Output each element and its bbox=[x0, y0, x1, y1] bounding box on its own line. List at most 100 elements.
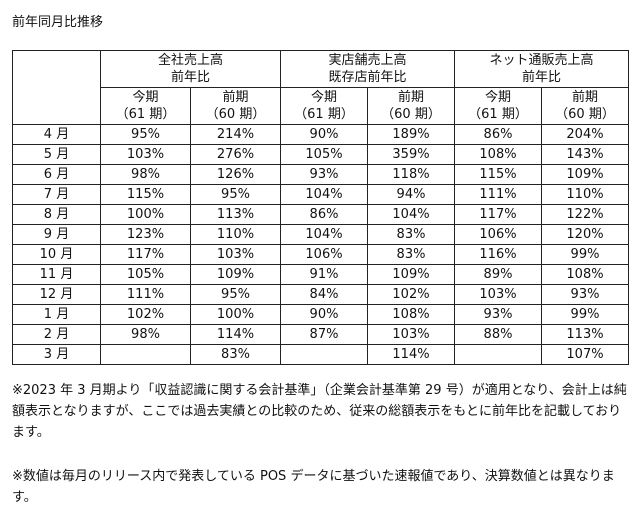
group-header-row: 全社売上高 前年比 実店舗売上高 既存店前年比 ネット通販売上高 前年比 bbox=[12, 50, 629, 125]
value-cell: 114% bbox=[190, 324, 281, 345]
group-header-stores: 実店舗売上高 既存店前年比 bbox=[280, 50, 455, 88]
value-cell: 118% bbox=[367, 164, 455, 185]
value-cell: 110% bbox=[541, 184, 629, 205]
month-cell: 6 月 bbox=[12, 164, 101, 185]
month-cell: 8 月 bbox=[12, 204, 101, 225]
value-cell: 83% bbox=[367, 224, 455, 245]
value-cell: 126% bbox=[190, 164, 281, 185]
value-cell: 87% bbox=[280, 324, 368, 345]
value-cell: 122% bbox=[541, 204, 629, 225]
sub-header-period: 前期 bbox=[571, 90, 598, 105]
value-cell: 95% bbox=[190, 184, 281, 205]
value-cell: 189% bbox=[367, 124, 455, 145]
sub-header-term: （60 期） bbox=[381, 107, 441, 122]
group-header-company: 全社売上高 前年比 bbox=[100, 50, 281, 88]
value-cell: 93% bbox=[541, 284, 629, 305]
value-cell: 115% bbox=[454, 164, 542, 185]
value-cell: 105% bbox=[280, 144, 368, 165]
value-cell: 113% bbox=[190, 204, 281, 225]
table-row: 12 月 111% 95% 84% 102% 103% 93% bbox=[12, 284, 629, 305]
value-cell: 110% bbox=[190, 224, 281, 245]
value-cell: 359% bbox=[367, 144, 455, 165]
value-cell: 104% bbox=[367, 204, 455, 225]
value-cell: 108% bbox=[367, 304, 455, 325]
table-row: 2 月 98% 114% 87% 103% 88% 113% bbox=[12, 324, 629, 345]
value-cell: 91% bbox=[280, 264, 368, 285]
sub-header-row: 今期 （61 期） 前期 （60 期） 今期 （61 期） 前期 （60 期） 今期 （61 期）… bbox=[13, 87, 629, 125]
month-cell: 9 月 bbox=[12, 224, 101, 245]
sub-header-cell: 前期 （60 期） bbox=[190, 87, 281, 125]
value-cell: 114% bbox=[367, 344, 455, 365]
value-cell: 107% bbox=[541, 344, 629, 365]
sub-header-period: 今期 bbox=[132, 90, 159, 105]
value-cell: 83% bbox=[190, 344, 281, 365]
value-cell: 143% bbox=[541, 144, 629, 165]
sub-header-term: （61 期） bbox=[468, 107, 528, 122]
table-row: 1 月 102% 100% 90% 108% 93% 99% bbox=[12, 304, 629, 325]
value-cell: 117% bbox=[100, 244, 191, 265]
group-header-line2: 前年比 bbox=[521, 70, 561, 85]
value-cell: 120% bbox=[541, 224, 629, 245]
value-cell: 90% bbox=[280, 124, 368, 145]
sub-header-cell: 今期 （61 期） bbox=[100, 87, 191, 125]
sub-header-term: （61 期） bbox=[115, 107, 176, 122]
month-cell: 7 月 bbox=[12, 184, 101, 205]
value-cell: 276% bbox=[190, 144, 281, 165]
month-cell: 1 月 bbox=[12, 304, 101, 325]
value-cell: 93% bbox=[454, 304, 542, 325]
value-cell: 108% bbox=[541, 264, 629, 285]
value-cell: 104% bbox=[280, 184, 368, 205]
group-header-line1: 実店舗売上高 bbox=[328, 53, 407, 68]
value-cell: 109% bbox=[190, 264, 281, 285]
sub-header-period: 今期 bbox=[310, 90, 337, 105]
value-cell: 102% bbox=[367, 284, 455, 305]
value-cell: 90% bbox=[280, 304, 368, 325]
value-cell: 86% bbox=[280, 204, 368, 225]
table-row: 7 月 115% 95% 104% 94% 111% 110% bbox=[12, 184, 629, 205]
value-cell: 83% bbox=[367, 244, 455, 265]
table-row: 4 月 95% 214% 90% 189% 86% 204% bbox=[12, 124, 629, 145]
value-cell: 106% bbox=[280, 244, 368, 265]
value-cell: 108% bbox=[454, 144, 542, 165]
value-cell: 93% bbox=[280, 164, 368, 185]
value-cell: 98% bbox=[100, 324, 191, 345]
table-row: 6 月 98% 126% 93% 118% 115% 109% bbox=[12, 164, 629, 185]
value-cell: 106% bbox=[454, 224, 542, 245]
table-row: 9 月 123% 110% 104% 83% 106% 120% bbox=[12, 224, 629, 245]
month-cell: 12 月 bbox=[12, 284, 101, 305]
value-cell: 88% bbox=[454, 324, 542, 345]
value-cell: 111% bbox=[454, 184, 542, 205]
sub-header-cell: 前期 （60 期） bbox=[367, 87, 455, 125]
table-row: 3 月 83% 114% 107% bbox=[12, 344, 629, 365]
month-cell: 4 月 bbox=[12, 124, 101, 145]
group-header-line2: 前年比 bbox=[170, 70, 210, 85]
month-cell: 5 月 bbox=[12, 144, 101, 165]
value-cell: 105% bbox=[100, 264, 191, 285]
group-header-line2: 既存店前年比 bbox=[328, 70, 407, 85]
value-cell: 115% bbox=[100, 184, 191, 205]
value-cell: 95% bbox=[100, 124, 191, 145]
group-header-line1: ネット通販売上高 bbox=[489, 53, 594, 68]
sub-header-term: （60 期） bbox=[205, 107, 266, 122]
table-body: 4 月 95% 214% 90% 189% 86% 204% 5 月 103% 276% 105% 3… bbox=[12, 124, 629, 365]
value-cell bbox=[280, 344, 368, 365]
month-cell: 11 月 bbox=[12, 264, 101, 285]
month-cell: 10 月 bbox=[12, 244, 101, 265]
value-cell: 84% bbox=[280, 284, 368, 305]
value-cell: 86% bbox=[454, 124, 542, 145]
value-cell: 103% bbox=[100, 144, 191, 165]
sub-header-period: 前期 bbox=[397, 90, 424, 105]
value-cell: 104% bbox=[280, 224, 368, 245]
yoy-table: 全社売上高 前年比 実店舗売上高 既存店前年比 ネット通販売上高 前年比 今期 （… bbox=[12, 50, 629, 365]
month-cell: 3 月 bbox=[12, 344, 101, 365]
sub-header-term: （60 期） bbox=[555, 107, 615, 122]
group-header-line1: 全社売上高 bbox=[157, 53, 223, 68]
sub-header-period: 前期 bbox=[222, 90, 249, 105]
sub-header-period: 今期 bbox=[484, 90, 511, 105]
sub-header-cell: 今期 （61 期） bbox=[454, 87, 542, 125]
table-row: 5 月 103% 276% 105% 359% 108% 143% bbox=[12, 144, 629, 165]
value-cell: 99% bbox=[541, 304, 629, 325]
value-cell: 109% bbox=[541, 164, 629, 185]
table-row: 10 月 117% 103% 106% 83% 116% 99% bbox=[12, 244, 629, 265]
table-title: 前年同月比推移 bbox=[12, 15, 104, 30]
